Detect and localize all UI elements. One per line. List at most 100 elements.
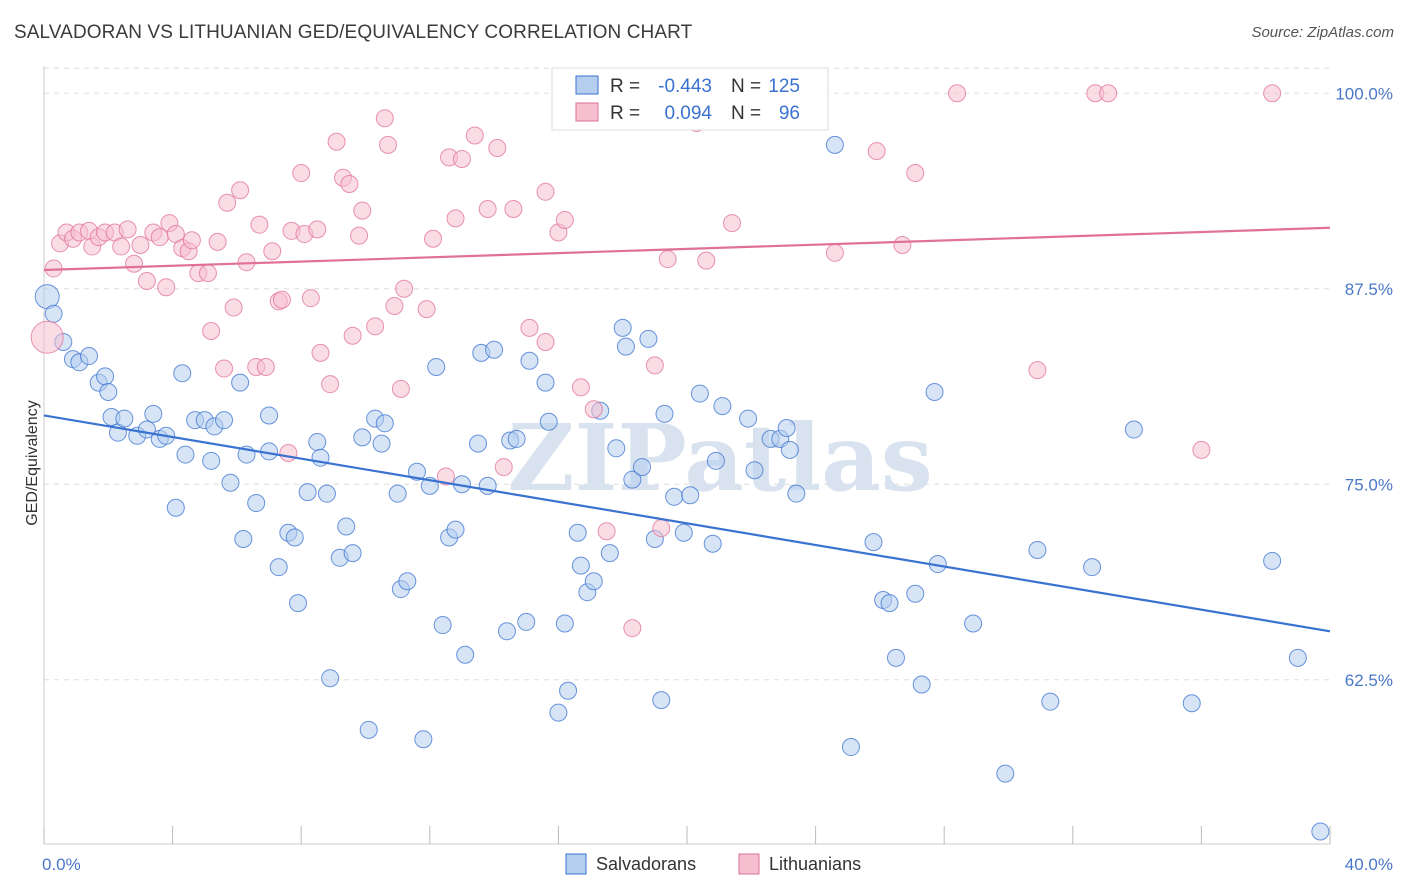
bottom-legend: Salvadorans Lithuanians bbox=[565, 853, 861, 875]
lithuanians-point bbox=[125, 254, 144, 273]
salvadorans-point bbox=[414, 730, 433, 749]
lithuanians-point bbox=[375, 109, 394, 128]
legend-n-value-pink: 96 bbox=[779, 103, 800, 124]
lithuanians-point bbox=[308, 220, 327, 239]
salvadorans-point bbox=[559, 681, 578, 700]
lithuanians-point bbox=[697, 251, 716, 270]
salvadorans-point bbox=[497, 622, 516, 641]
salvadorans-point bbox=[231, 373, 250, 392]
salvadorans-point bbox=[780, 440, 799, 459]
salvadorans-point bbox=[777, 418, 796, 437]
y-tick-label: 87.5% bbox=[1345, 280, 1393, 299]
lithuanians-point bbox=[215, 359, 234, 378]
salvadorans-point bbox=[996, 764, 1015, 783]
salvadorans-point bbox=[555, 614, 574, 633]
salvadorans-point bbox=[713, 397, 732, 416]
salvadorans-point bbox=[321, 669, 340, 688]
salvadorans-point bbox=[665, 487, 684, 506]
salvadorans-point bbox=[652, 691, 671, 710]
lithuanians-point bbox=[597, 522, 616, 541]
salvadorans-point bbox=[427, 357, 446, 376]
legend-r-label-pink: R = bbox=[610, 103, 640, 124]
y-tick-labels: 62.5% 75.0% 87.5% 100.0% bbox=[1335, 84, 1393, 690]
legend-swatch-blue bbox=[575, 75, 599, 95]
lithuanians-point bbox=[263, 242, 282, 261]
lithuanians-point bbox=[343, 326, 362, 345]
salvadorans-point bbox=[613, 318, 632, 337]
lithuanians-point bbox=[131, 235, 150, 254]
lithuanians-point bbox=[417, 300, 436, 319]
salvadorans-point bbox=[337, 517, 356, 536]
salvadorans-point bbox=[745, 461, 764, 480]
salvadorans-point bbox=[34, 284, 60, 310]
lithuanians-point bbox=[202, 322, 221, 341]
lithuanians-point bbox=[536, 182, 555, 201]
salvadorans-point bbox=[681, 486, 700, 505]
x-tick-label-start: 0.0% bbox=[42, 855, 81, 874]
lithuanians-point bbox=[385, 296, 404, 315]
salvadorans-point bbox=[260, 406, 279, 425]
lithuanians-point bbox=[30, 320, 64, 354]
salvadorans-point bbox=[446, 520, 465, 539]
lithuanians-point bbox=[948, 84, 967, 103]
x-tick-labels: 0.0% 40.0% bbox=[42, 855, 1393, 874]
lithuanians-point bbox=[488, 139, 507, 158]
salvadorans-point bbox=[706, 451, 725, 470]
salvadorans-point bbox=[841, 738, 860, 757]
y-axis-title: GED/Equivalency bbox=[24, 400, 41, 525]
lithuanians-point bbox=[231, 181, 250, 200]
salvadorans-point bbox=[166, 498, 185, 517]
salvadorans-point bbox=[886, 648, 905, 667]
salvadorans-point bbox=[1083, 558, 1102, 577]
lithuanians-point bbox=[446, 209, 465, 228]
salvadorans-point bbox=[234, 530, 253, 549]
salvadorans-point bbox=[173, 364, 192, 383]
salvadorans-point bbox=[1263, 551, 1282, 570]
lithuanians-point bbox=[555, 210, 574, 229]
lithuanians-point bbox=[250, 215, 269, 234]
lithuanians-point bbox=[465, 126, 484, 145]
lithuanians-point bbox=[272, 290, 291, 309]
lithuanians-point bbox=[893, 235, 912, 254]
salvadorans-point bbox=[485, 340, 504, 359]
legend-r-value-blue: -0.443 bbox=[658, 76, 712, 97]
lithuanians-point bbox=[395, 279, 414, 298]
salvadorans-point bbox=[80, 347, 99, 366]
lithuanians-point bbox=[112, 237, 131, 256]
lithuanians-point bbox=[208, 232, 227, 251]
lithuanians-trend-line bbox=[43, 226, 1331, 272]
lithuanians-point bbox=[224, 298, 243, 317]
lithuanians-point bbox=[825, 243, 844, 262]
lithuanians-point bbox=[478, 200, 497, 219]
source-label: Source: ZipAtlas.com bbox=[1251, 24, 1394, 41]
salvadorans-point bbox=[690, 384, 709, 403]
lithuanians-point bbox=[182, 231, 201, 250]
lithuanians-point bbox=[218, 193, 237, 212]
salvadorans-point bbox=[1288, 648, 1307, 667]
lithuanians-point bbox=[571, 378, 590, 397]
legend-n-label-blue: N = bbox=[731, 76, 761, 97]
lithuanians-point bbox=[494, 458, 513, 477]
salvadorans-point bbox=[44, 304, 63, 323]
lithuanians-point bbox=[906, 164, 925, 183]
salvadorans-point bbox=[655, 404, 674, 423]
salvadorans-point bbox=[880, 594, 899, 613]
salvadorans-point bbox=[539, 412, 558, 431]
legend-r-value-pink: 0.094 bbox=[664, 103, 712, 124]
salvadorans-point bbox=[623, 470, 642, 489]
lithuanians-point bbox=[723, 214, 742, 233]
salvadorans-point bbox=[407, 462, 426, 481]
salvadorans-point bbox=[520, 351, 539, 370]
salvadorans-point bbox=[507, 429, 526, 448]
salvadorans-point bbox=[353, 428, 372, 447]
salvadorans-point bbox=[703, 534, 722, 553]
salvadorans-point bbox=[398, 572, 417, 591]
legend-swatch-pink bbox=[575, 102, 599, 122]
lithuanians-point bbox=[292, 164, 311, 183]
salvadorans-point bbox=[549, 703, 568, 722]
salvadorans-point bbox=[343, 544, 362, 563]
y-tick-label: 100.0% bbox=[1335, 84, 1393, 103]
lithuanians-point bbox=[340, 174, 359, 193]
lithuanians-points bbox=[30, 84, 1282, 638]
salvadorans-point bbox=[912, 675, 931, 694]
